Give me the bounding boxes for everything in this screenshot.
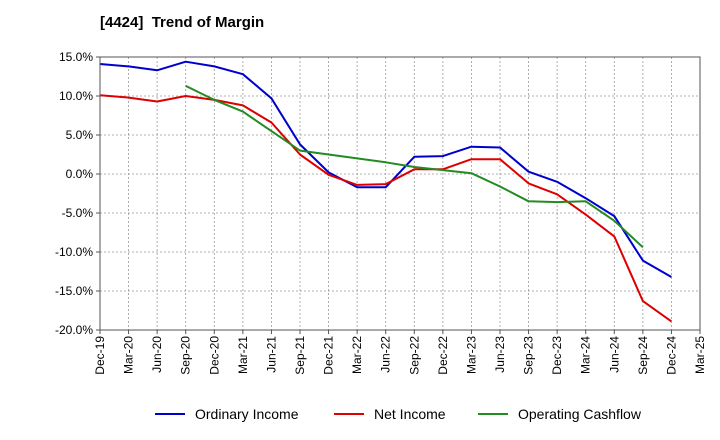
x-tick-label: Sep-24	[636, 336, 650, 375]
x-tick-label: Dec-23	[550, 336, 564, 375]
legend-label-net-income: Net Income	[374, 406, 446, 422]
x-tick-label: Sep-23	[522, 336, 536, 375]
x-tick-label: Sep-22	[407, 336, 421, 375]
x-tick-label: Mar-23	[464, 336, 478, 374]
x-tick-label: Dec-22	[436, 336, 450, 375]
x-tick-label: Dec-19	[93, 336, 107, 375]
series-line-operating-cashflow	[185, 85, 644, 249]
y-tick-label: 10.0%	[59, 89, 93, 103]
plot-area	[100, 57, 700, 330]
series-line-net-income	[99, 94, 672, 323]
x-tick-label: Jun-22	[379, 336, 393, 373]
x-tick-label: Jun-20	[150, 336, 164, 373]
y-tick-label: 0.0%	[66, 167, 94, 181]
chart-title: [4424] Trend of Margin	[100, 14, 265, 31]
legend-label-operating-cashflow: Operating Cashflow	[518, 406, 642, 422]
y-tick-label: -20.0%	[55, 323, 93, 337]
y-tick-label: -5.0%	[62, 206, 94, 220]
plot-frame	[99, 56, 701, 331]
y-tick-label: -10.0%	[55, 245, 93, 259]
x-tick-label: Sep-21	[293, 336, 307, 375]
y-tick-label: -15.0%	[55, 284, 93, 298]
series-line-ordinary-income	[99, 60, 672, 278]
x-tick-label: Jun-23	[493, 336, 507, 373]
y-tick-label: 5.0%	[66, 128, 94, 142]
y-tick-label: 15.0%	[59, 50, 93, 64]
x-tick-label: Mar-25	[693, 336, 707, 374]
x-tick-label: Mar-22	[350, 336, 364, 374]
x-tick-label: Jun-21	[264, 336, 278, 373]
x-tick-label: Mar-20	[122, 336, 136, 374]
x-tick-label: Jun-24	[607, 336, 621, 373]
x-tick-label: Sep-20	[179, 336, 193, 375]
x-tick-label: Dec-20	[207, 336, 221, 375]
x-tick-label: Mar-24	[579, 336, 593, 374]
x-tick-label: Dec-24	[664, 336, 678, 375]
x-tick-label: Mar-21	[236, 336, 250, 374]
legend-label-ordinary-income: Ordinary Income	[195, 406, 299, 422]
x-tick-label: Dec-21	[322, 336, 336, 375]
